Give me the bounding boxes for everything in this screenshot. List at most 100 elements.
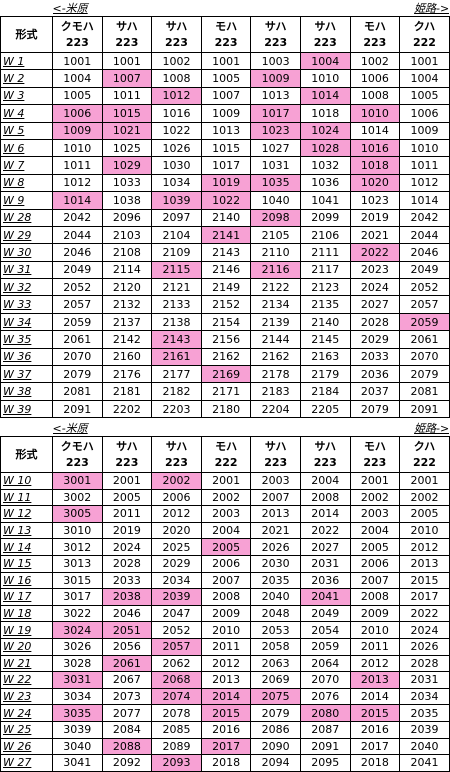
cell: 1030 (151, 156, 202, 175)
cell: 2143 (200, 243, 252, 262)
cell: 2089 (151, 737, 202, 756)
cell: 2013 (399, 554, 450, 573)
data-row: W 39 2091 2202 2203 2180 2204 2205 2079 2091 (0, 399, 450, 419)
cell: 2106 (299, 225, 351, 245)
cell: 1002 (151, 51, 202, 71)
data-row: W 26 3040 2088 2089 2017 2090 2091 2017 2040 (0, 737, 450, 756)
cell: 1018 (349, 156, 401, 175)
row-label: W 22 (0, 671, 53, 689)
column-header: モハ 223 (349, 436, 401, 473)
cell: 2140 (200, 208, 252, 227)
cell: 2114 (101, 260, 153, 280)
cell: 2010 (200, 621, 252, 639)
cell: 2070 (399, 347, 450, 367)
data-row: W 28 2042 2096 2097 2140 2098 2099 2019 2042 (0, 208, 450, 227)
cell: 2095 (299, 754, 351, 772)
cell: 2059 (299, 637, 351, 656)
cell: 2122 (250, 278, 301, 297)
cell: 2010 (349, 621, 401, 639)
cell: 1028 (299, 138, 351, 158)
cell: 1005 (399, 86, 450, 106)
cell: 2024 (101, 538, 153, 556)
cell: 2132 (101, 295, 153, 314)
cell: 3010 (52, 521, 103, 540)
column-header: モハ 223 (200, 16, 252, 53)
cell: 2152 (200, 295, 252, 314)
cell: 3005 (52, 505, 103, 523)
cell: 2162 (250, 347, 301, 367)
cell: 2028 (101, 554, 153, 573)
cell: 2138 (151, 312, 202, 332)
cell: 2007 (349, 571, 401, 590)
cell: 2039 (399, 720, 450, 739)
cell: 1002 (349, 51, 401, 71)
blank (1, 0, 53, 17)
cell: 2011 (349, 637, 401, 656)
cell: 1014 (299, 86, 351, 106)
row-label: W 35 (0, 330, 53, 349)
cell: 2012 (349, 654, 401, 673)
cell: 1007 (101, 69, 153, 88)
cell: 1001 (101, 51, 153, 71)
cell: 2096 (101, 208, 153, 227)
cell: 1004 (299, 51, 351, 71)
row-label: W 13 (0, 521, 53, 540)
cell: 2139 (250, 312, 301, 332)
cell: 2018 (349, 754, 401, 772)
cell: 2093 (151, 754, 202, 772)
cell: 1031 (250, 156, 301, 175)
car-type: サハ (314, 19, 337, 33)
cell: 2203 (151, 399, 202, 419)
cell: 3015 (52, 571, 103, 590)
cell: 2086 (250, 720, 301, 739)
cell: 1012 (151, 86, 202, 106)
cell: 3001 (52, 472, 103, 490)
cell: 2015 (399, 571, 450, 590)
column-header: サハ 223 (101, 16, 153, 53)
direction-right: 姫路-> (414, 422, 450, 435)
row-label: W 4 (0, 104, 53, 123)
car-number: 223 (264, 455, 288, 469)
cell: 2005 (349, 538, 401, 556)
cell: 2025 (151, 538, 202, 556)
cell: 1012 (399, 173, 450, 193)
cell: 2003 (250, 472, 301, 490)
row-label: W 26 (0, 737, 53, 756)
cell: 2079 (349, 399, 401, 419)
cell: 1004 (52, 69, 103, 88)
car-number: 223 (115, 35, 139, 49)
cell: 1014 (399, 191, 450, 210)
cell: 1020 (349, 173, 401, 193)
cell: 3031 (52, 671, 103, 689)
car-type: モハ (363, 439, 386, 453)
cell: 1009 (52, 121, 103, 140)
row-label: W 29 (0, 225, 53, 245)
cell: 2001 (399, 472, 450, 490)
data-row: W 38 2081 2181 2182 2171 2183 2184 2037 2081 (0, 382, 450, 401)
cell: 2149 (200, 278, 252, 297)
cell: 2026 (399, 637, 450, 656)
cell: 2140 (299, 312, 351, 332)
cell: 2017 (349, 737, 401, 756)
row-label: W 9 (0, 191, 53, 210)
header-label: 形式 (0, 436, 53, 473)
direction-left: <-米原 (52, 2, 88, 15)
cell: 2062 (151, 654, 202, 673)
column-header: モハ 222 (200, 436, 252, 473)
data-row: W 12 3005 2011 2012 2003 2013 2014 2003 2005 (0, 505, 450, 523)
cell: 2021 (250, 521, 301, 540)
cell: 2040 (250, 588, 301, 606)
data-row: W 5 1009 1021 1022 1013 1023 1024 1014 1009 (0, 121, 450, 140)
cell: 2091 (299, 737, 351, 756)
cell: 2180 (200, 399, 252, 419)
cell: 2069 (250, 671, 301, 689)
cell: 1022 (151, 121, 202, 140)
cell: 2108 (101, 243, 153, 262)
cell: 2002 (200, 488, 252, 507)
data-row: W 27 3041 2092 2093 2018 2094 2095 2018 2041 (0, 754, 450, 772)
cell: 2088 (101, 737, 153, 756)
cell: 2073 (101, 687, 153, 706)
cell: 3039 (52, 720, 103, 739)
cell: 2182 (151, 382, 202, 401)
cell: 2162 (200, 347, 252, 367)
